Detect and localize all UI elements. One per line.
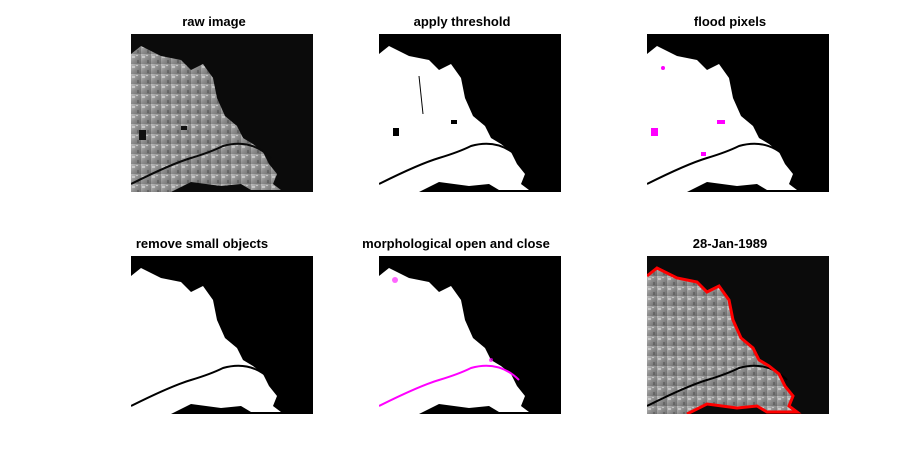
threshold-panel (379, 34, 561, 192)
panel-title-apply-threshold: apply threshold (413, 14, 511, 29)
flood-pixels-svg (647, 34, 829, 192)
morphological-panel (379, 256, 561, 414)
panel-title-flood-pixels: flood pixels (693, 14, 767, 29)
morphological-svg (379, 256, 561, 414)
panel-title-remove-small-objects: remove small objects (135, 236, 269, 251)
panel-title-raw-image: raw image (182, 14, 246, 29)
remove-small-objects-panel (131, 256, 313, 414)
raw-image-svg (131, 34, 313, 192)
final-outline-svg (647, 256, 829, 414)
final-outline-panel (647, 256, 829, 414)
panel-title-date: 28-Jan-1989 (692, 236, 768, 251)
panel-title-morphological-open-and-close: morphological open and close (362, 236, 550, 251)
remove-small-objects-svg (131, 256, 313, 414)
flood-pixels-panel (647, 34, 829, 192)
threshold-svg (379, 34, 561, 192)
raw-image-panel (131, 34, 313, 192)
